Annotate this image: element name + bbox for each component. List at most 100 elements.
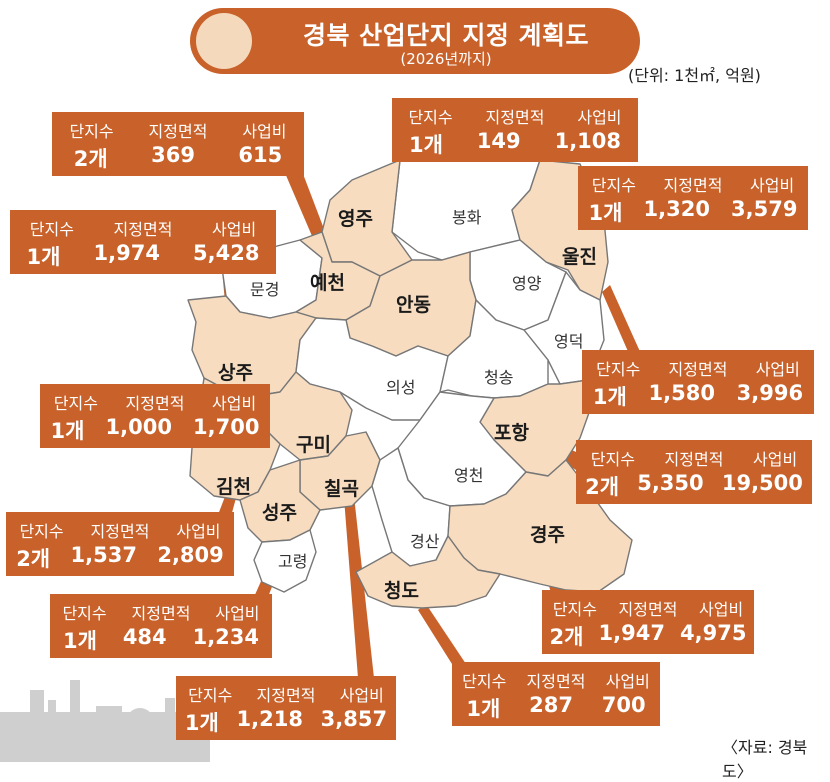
value-cost: 1,700 (193, 415, 260, 439)
value-count: 1개 (26, 245, 61, 269)
region-label-bonghwa: 봉화 (452, 208, 482, 227)
value-cost: 1,234 (192, 625, 260, 649)
value-cost: 3,579 (731, 197, 798, 221)
info-box-gumi: 단지수 지정면적 사업비 1개 1,000 1,700 (40, 384, 270, 448)
value-area: 484 (122, 625, 167, 649)
header-area: 지정면적 (526, 672, 586, 691)
value-area: 1,320 (643, 197, 710, 221)
source-note: 〈자료: 경북도〉 (722, 738, 808, 781)
info-box-mungyeong: 단지수 지정면적 사업비 1개 1,974 5,428 (10, 210, 276, 274)
header-cost: 사업비 (753, 450, 798, 469)
region-label-andong: 안동 (396, 294, 431, 316)
info-box-gimcheon: 단지수 지정면적 사업비 2개 1,537 2,809 (6, 512, 234, 576)
header-area: 지정면적 (125, 394, 185, 413)
header-cost: 사업비 (755, 360, 800, 379)
region-label-yeongcheon: 영천 (454, 466, 484, 485)
header-area: 지정면적 (113, 220, 173, 239)
header-cost: 사업비 (242, 122, 287, 141)
header-count: 단지수 (53, 394, 98, 413)
region-label-goryeong: 고령 (278, 552, 308, 571)
info-box-seongju: 단지수 지정면적 사업비 1개 484 1,234 (50, 594, 272, 658)
value-count: 2개 (549, 625, 584, 649)
header-cost: 사업비 (605, 672, 650, 691)
region-label-chilgok: 칠곡 (324, 478, 359, 500)
info-box-chilgok: 단지수 지정면적 사업비 1개 1,218 3,857 (176, 676, 396, 740)
header-count: 단지수 (19, 522, 64, 541)
header-cost: 사업비 (215, 604, 260, 623)
region-label-gyeongju: 경주 (530, 524, 565, 546)
header-count: 단지수 (69, 122, 114, 141)
value-area: 1,218 (236, 707, 303, 731)
value-area: 1,947 (598, 621, 665, 645)
header-count: 단지수 (29, 220, 74, 239)
header-area: 지정면적 (90, 522, 150, 541)
header-area: 지정면적 (664, 450, 724, 469)
header-cost: 사업비 (699, 600, 744, 619)
header-cost: 사업비 (577, 108, 622, 127)
value-cost: 700 (601, 693, 646, 717)
region-goryeong (253, 529, 317, 593)
header-area: 지정면적 (663, 176, 723, 195)
unit-note: (단위: 1천㎡, 억원) (628, 66, 761, 85)
header-count: 단지수 (590, 450, 635, 469)
page-title: 경북 산업단지 지정 계획도 (302, 21, 590, 50)
value-count: 2개 (585, 475, 620, 499)
info-box-cheongdo: 단지수 지정면적 사업비 1개 287 700 (452, 662, 660, 726)
header-count: 단지수 (408, 108, 453, 127)
value-count: 1개 (50, 419, 85, 443)
header-cost: 사업비 (212, 394, 257, 413)
value-cost: 615 (238, 143, 283, 167)
value-area: 369 (151, 143, 195, 167)
region-label-yeongju: 영주 (338, 208, 373, 230)
region-label-uiseong: 의성 (386, 378, 416, 397)
value-area: 1,000 (105, 415, 172, 439)
value-cost: 2,809 (157, 543, 224, 567)
header-count: 단지수 (62, 604, 107, 623)
region-label-gimcheon: 김천 (216, 476, 251, 498)
value-area: 1,974 (93, 241, 160, 265)
region-label-uljin: 울진 (562, 246, 597, 268)
region-label-cheongdo: 청도 (384, 580, 419, 602)
header-area: 지정면적 (668, 360, 728, 379)
region-label-yeongyang: 영양 (512, 274, 542, 293)
info-box-yeongju: 단지수 지정면적 사업비 1개 149 1,108 (392, 98, 638, 162)
title-banner: 경북 산업단지 지정 계획도 (2026년까지) (190, 8, 640, 74)
value-area: 1,580 (648, 381, 715, 405)
value-cost: 19,500 (721, 471, 803, 495)
value-area: 287 (529, 693, 573, 717)
header-area: 지정면적 (256, 686, 316, 705)
header-cost: 사업비 (750, 176, 795, 195)
factory-skyline-decoration (0, 680, 210, 762)
region-cheongdo (355, 535, 501, 609)
header-cost: 사업비 (176, 522, 221, 541)
info-box-yecheon: 단지수 지정면적 사업비 2개 369 615 (52, 112, 304, 176)
region-label-yecheon: 예천 (310, 272, 345, 294)
value-count: 1개 (62, 629, 97, 653)
value-count: 1개 (408, 133, 443, 157)
header-count: 단지수 (591, 176, 636, 195)
header-count: 단지수 (552, 600, 597, 619)
info-box-uljin: 단지수 지정면적 사업비 1개 1,320 3,579 (578, 166, 808, 230)
value-cost: 5,428 (193, 241, 260, 265)
value-count: 2개 (73, 147, 108, 171)
header-area: 지정면적 (148, 122, 208, 141)
header-cost: 사업비 (212, 220, 257, 239)
info-box-pohang: 단지수 지정면적 사업비 2개 5,350 19,500 (576, 440, 812, 504)
region-label-gyeongsan: 경산 (410, 532, 440, 551)
header-count: 단지수 (462, 672, 507, 691)
value-area: 1,537 (70, 543, 137, 567)
region-label-yeongdeok: 영덕 (554, 332, 584, 351)
region-label-pohang: 포항 (494, 422, 529, 444)
header-area: 지정면적 (485, 108, 545, 127)
region-label-cheongsong: 청송 (484, 368, 514, 387)
region-label-gumi: 구미 (296, 434, 331, 456)
region-label-seongju: 성주 (262, 502, 297, 524)
value-cost: 3,996 (736, 381, 804, 405)
value-count: 1개 (184, 711, 219, 735)
region-label-sangju: 상주 (218, 362, 253, 384)
region-seongju (239, 459, 321, 543)
value-count: 1개 (592, 385, 627, 409)
header-count: 단지수 (188, 686, 233, 705)
header-count: 단지수 (596, 360, 641, 379)
value-cost: 4,975 (680, 621, 747, 645)
